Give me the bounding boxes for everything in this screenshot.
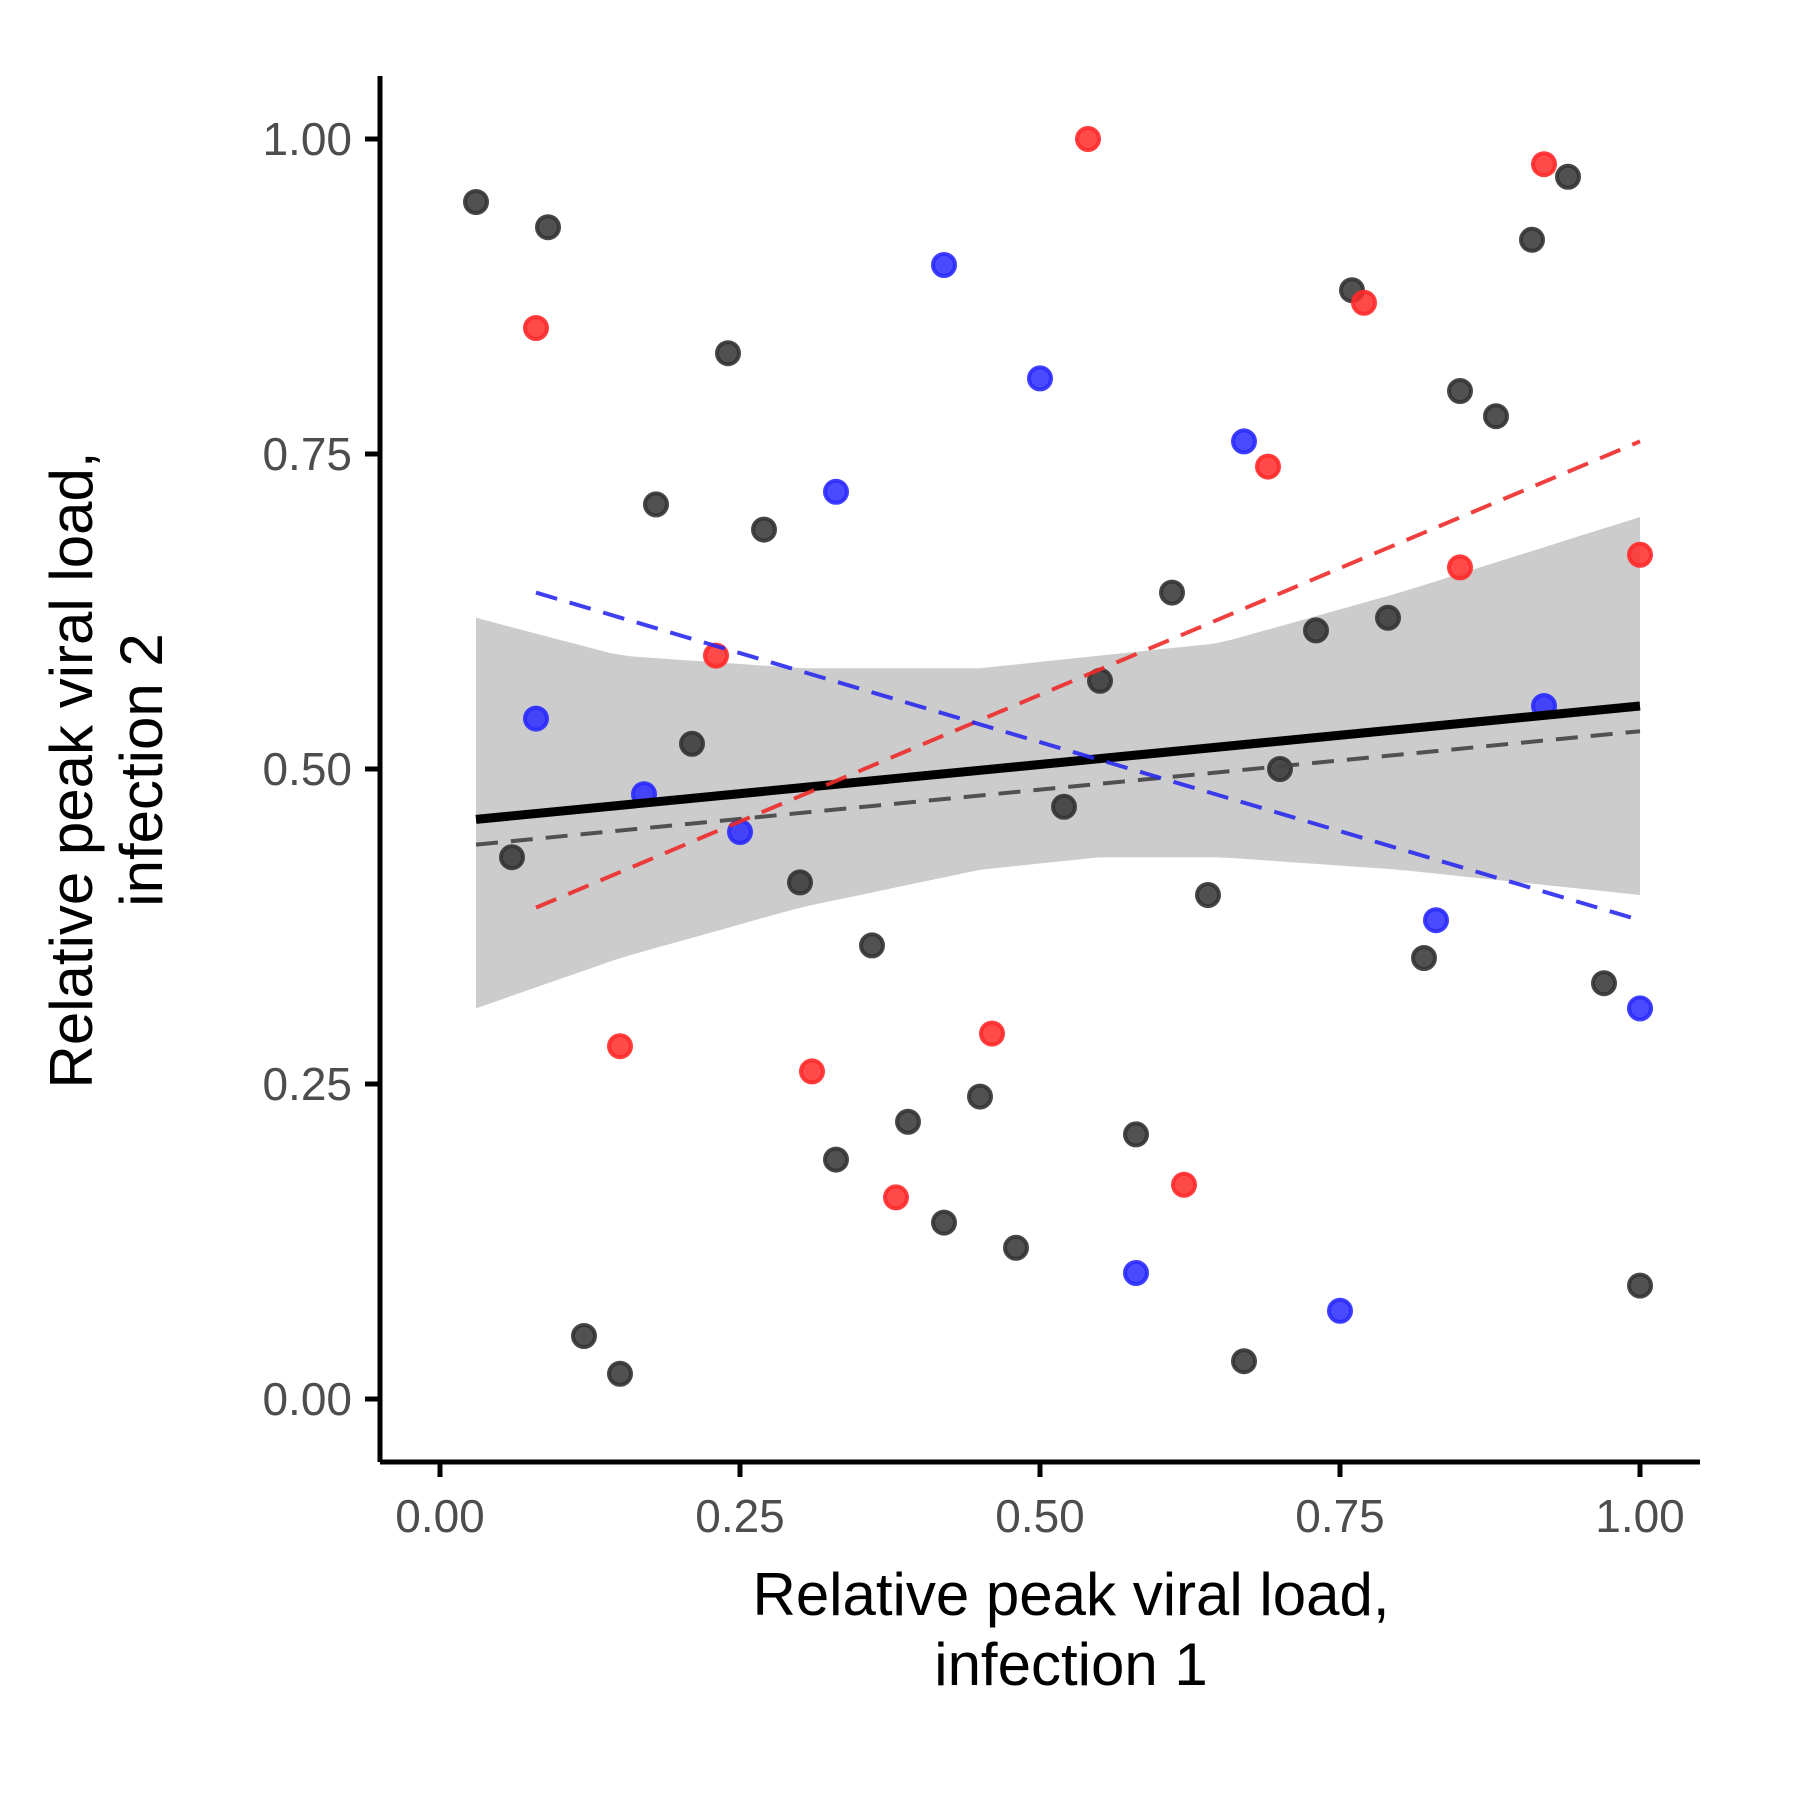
x-tick-label: 1.00 [1595,1490,1685,1542]
data-point-red [979,1020,1005,1047]
data-point-blue [1231,428,1257,455]
y-axis-title-line1: Relative peak viral load, [38,451,105,1088]
data-point-red [607,1033,633,1060]
data-point-black [967,1083,993,1110]
data-point-red [1255,453,1281,480]
data-point-black [1483,403,1509,430]
data-point-black [499,844,525,871]
y-axis-title-line2: infection 2 [108,633,175,907]
fit-lines-layer [475,439,1641,923]
data-point-black [571,1323,597,1349]
data-point-black [931,1209,957,1236]
y-tick-label: 1.00 [262,113,352,165]
data-point-red [1075,126,1101,152]
data-point-black [1591,970,1617,997]
data-point-black [1447,378,1473,404]
data-point-black [1375,604,1401,631]
overall-fit-line [475,701,1641,824]
y-tick-label: 0.00 [262,1373,352,1425]
data-point-black [1555,163,1581,190]
x-tick-label: 0.75 [1295,1490,1385,1542]
y-tick-label: 0.25 [262,1058,352,1110]
data-point-red [799,1058,825,1085]
data-point-black [1627,1272,1653,1299]
x-tick-label: 0.50 [995,1490,1085,1542]
data-point-blue [931,252,957,278]
data-point-red [883,1184,909,1211]
x-axis-title-line1: Relative peak viral load, [752,1561,1389,1628]
data-point-blue [1123,1260,1149,1286]
x-axis-title-line2: infection 1 [934,1631,1208,1698]
data-point-black [895,1108,921,1135]
data-point-blue [1327,1297,1353,1324]
data-point-black [823,1146,849,1173]
y-tick-label: 0.50 [262,743,352,795]
data-point-black [715,340,741,367]
x-tick-label: 0.00 [395,1490,485,1542]
data-point-black [1231,1348,1257,1375]
data-point-blue [1423,907,1449,934]
data-point-red [1627,541,1653,568]
data-point-black [1195,882,1221,908]
data-point-black [535,214,561,241]
data-point-blue [1027,365,1053,392]
dashed-fit-line-red [535,439,1641,910]
data-point-red [1171,1171,1197,1198]
data-point-blue [523,705,549,732]
data-point-black [1411,945,1437,971]
data-point-red [523,315,549,341]
data-point-black [463,189,489,215]
data-point-black [859,932,885,959]
data-point-black [1003,1234,1029,1261]
data-point-black [1051,793,1077,820]
data-point-blue [1627,995,1653,1022]
data-point-blue [823,478,849,505]
data-point-black [1267,756,1293,782]
points-layer [463,126,1653,1387]
dashed-fit-line-black [475,729,1641,847]
data-point-red [1531,151,1557,178]
data-point-black [643,491,669,518]
data-point-red [1351,289,1377,316]
data-point-red [1447,554,1473,581]
data-point-black [607,1360,633,1387]
data-point-black [679,730,705,757]
data-point-black [1303,617,1329,644]
data-point-black [1123,1121,1149,1148]
axes-layer: 0.00 0.25 0.50 0.75 1.00 0.00 0.25 0.50 0.75 1.00 [262,76,1700,1542]
x-tick-label: 0.25 [695,1490,785,1542]
data-point-black [787,869,813,896]
data-point-black [1159,579,1185,606]
dashed-fit-line-blue [535,590,1641,923]
data-point-black [1519,226,1545,253]
data-point-black [751,516,777,543]
y-tick-label: 0.75 [262,428,352,480]
